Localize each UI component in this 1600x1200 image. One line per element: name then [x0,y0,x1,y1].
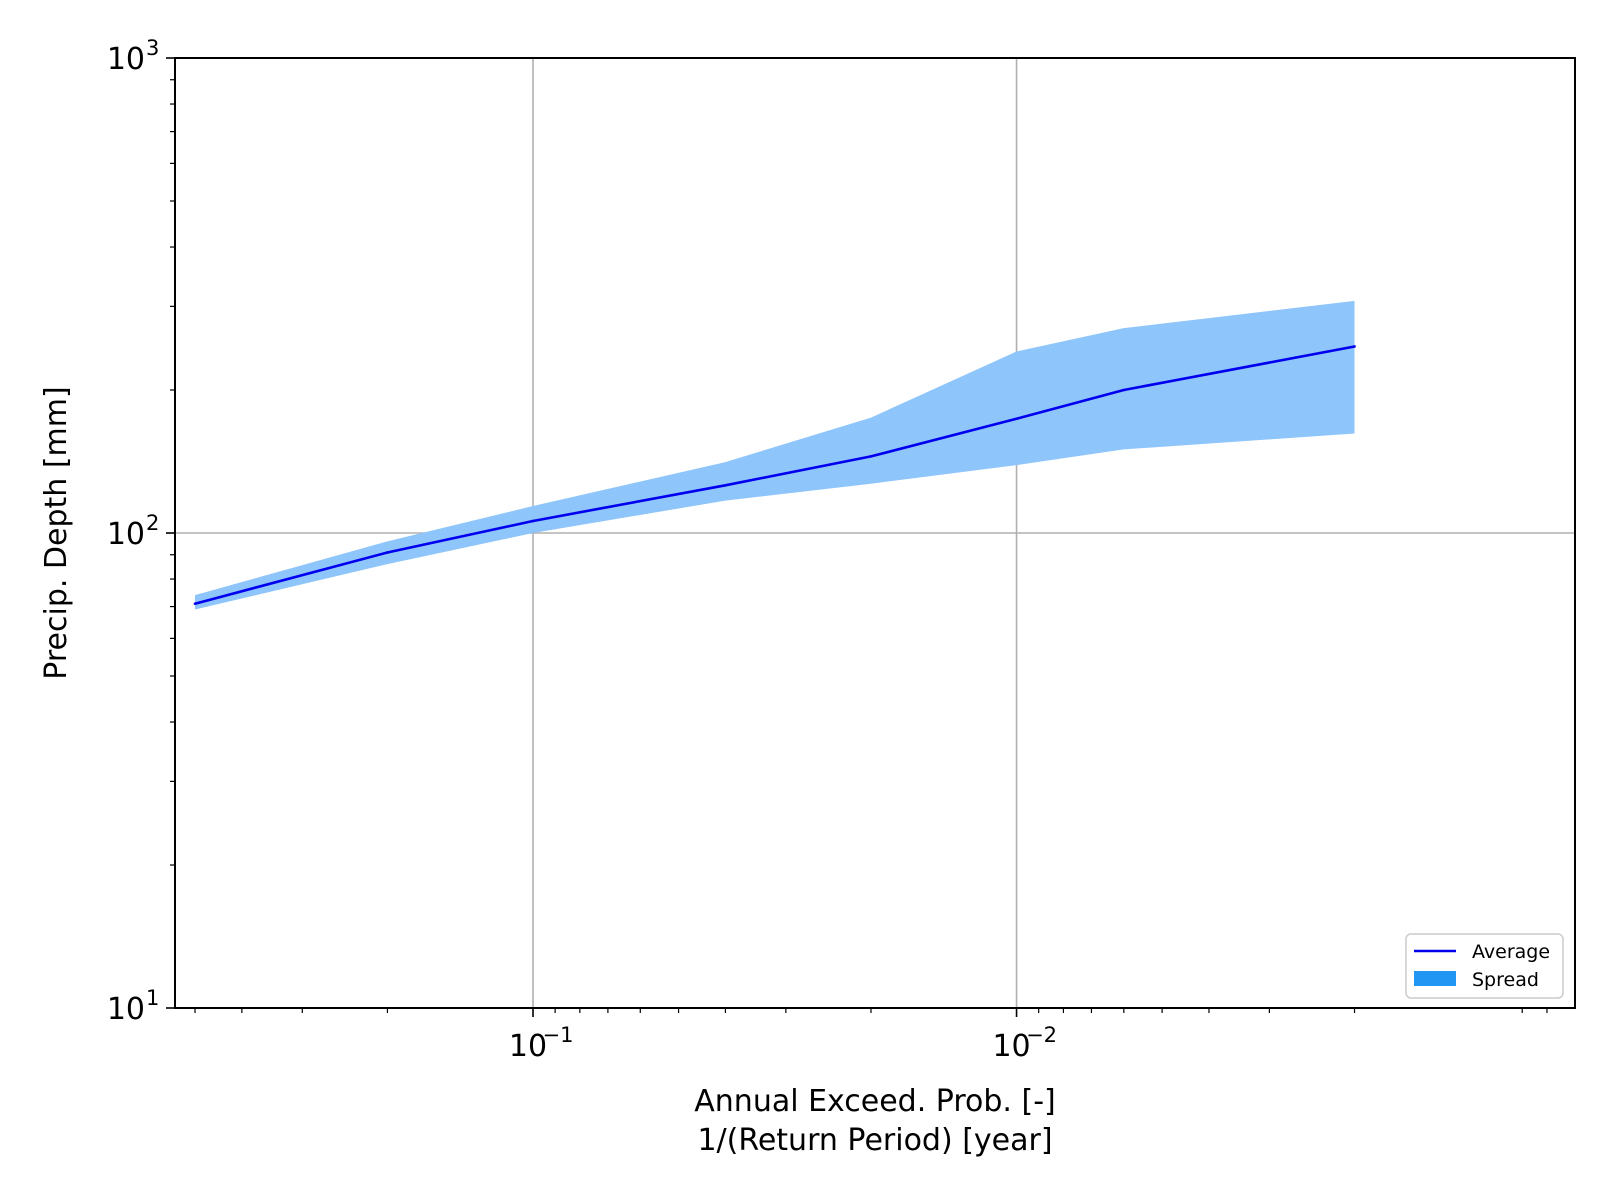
average-point [386,551,389,554]
spread-band-layer [195,300,1355,610]
legend-spread-label: Spread [1472,969,1539,991]
x-tick-label: 10 [992,1029,1030,1064]
x-axis-ticks: 10−1 10−2 [194,1008,1548,1064]
average-point [869,455,873,458]
legend-average-label: Average [1472,941,1550,963]
y-tick-label: 10 [107,517,145,552]
y-tick-label: 10 [107,992,145,1027]
average-point [1015,417,1018,421]
x-tick-label-exponent: −1 [543,1023,574,1047]
spread-band [195,300,1355,610]
y-tick-label-exponent: 1 [146,986,159,1010]
average-point [1122,388,1126,392]
legend: Average Spread [1405,933,1564,999]
average-line [194,345,1355,605]
x-axis-label-line2: 1/(Return Period) [year] [697,1123,1052,1158]
legend-spread-swatch [1414,971,1456,986]
average-line-layer [193,345,1356,605]
y-tick-label: 10 [107,42,145,77]
average-point [531,519,535,523]
y-axis-label: Precip. Depth [mm] [39,386,74,679]
y-tick-label-exponent: 2 [146,511,159,535]
y-tick-label-exponent: 3 [146,36,159,60]
grid-lines [175,57,1575,1009]
average-point [724,484,727,487]
x-tick-label-exponent: −2 [1026,1023,1057,1047]
x-axis-label: Annual Exceed. Prob. [-] [694,1084,1055,1119]
average-point [1353,345,1356,348]
x-tick-label: 10 [509,1029,547,1064]
average-point [193,602,197,605]
